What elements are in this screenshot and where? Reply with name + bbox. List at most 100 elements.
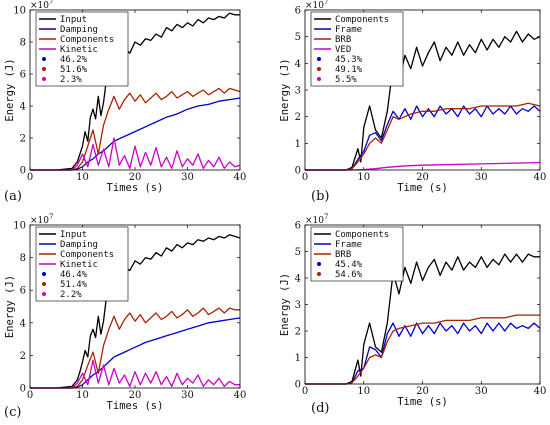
- series-line-components: [305, 30, 541, 171]
- legend-label: 46.4%: [60, 270, 88, 280]
- panel-label: (d): [311, 401, 329, 416]
- x-tick-label: 0: [302, 386, 308, 397]
- chart-panel-d: 0 10 20 30 40 0 1 2 3 4 5 6 ×107 Time (s) Energy (J) (d…: [279, 213, 546, 416]
- y-scale-exponent: 7: [324, 0, 328, 6]
- series-line-components: [305, 253, 540, 385]
- x-tick-label: 30: [181, 172, 194, 183]
- legend-label: 51.6%: [60, 65, 88, 75]
- y-scale-multiplier: ×107: [30, 0, 53, 11]
- legend-label: BRB: [335, 250, 351, 260]
- series-line-components: [30, 307, 240, 389]
- series-line-components: [30, 87, 241, 171]
- legend-dot-swatch: [42, 57, 46, 61]
- x-tick-label: 40: [234, 172, 247, 183]
- legend-label: Components: [60, 250, 114, 260]
- series-line-kinetic: [30, 359, 240, 389]
- chart-panel-b: 0 10 20 30 40 0 1 2 3 4 5 6 ×107 Time (s) Energy (J) (b…: [279, 0, 546, 204]
- legend-label: Components: [60, 35, 114, 45]
- x-tick-label: 30: [181, 390, 194, 401]
- y-tick-label: 6: [295, 6, 301, 17]
- legend-dot-swatch: [317, 57, 321, 61]
- y-tick-label: 4: [295, 59, 301, 70]
- legend-label: Input: [60, 15, 87, 25]
- x-tick-label: 0: [302, 172, 308, 183]
- legend-label: Damping: [60, 240, 98, 250]
- x-tick-label: 40: [534, 172, 547, 183]
- y-tick-label: 8: [20, 253, 26, 264]
- legend-dot-swatch: [42, 292, 46, 296]
- legend-label: Components: [335, 230, 389, 240]
- chart-panel-c: 0 10 20 30 40 0 2 4 6 8 10 ×107 Times (s) Energy (J) (…: [4, 213, 246, 420]
- y-tick-label: 2: [295, 112, 301, 123]
- x-tick-label: 10: [357, 386, 370, 397]
- y-tick-label: 5: [295, 32, 301, 43]
- legend-label: 46.2%: [60, 55, 88, 65]
- y-axis-label: Energy (J): [279, 273, 291, 336]
- y-axis-label: Energy (J): [4, 275, 16, 338]
- x-tick-label: 10: [357, 172, 370, 183]
- y-scale-multiplier: ×107: [305, 0, 328, 11]
- y-scale-multiplier: ×107: [305, 213, 328, 226]
- series-line-brb: [305, 314, 540, 385]
- y-tick-label: 4: [295, 274, 301, 285]
- y-tick-label: 5: [295, 247, 301, 258]
- x-tick-label: 0: [27, 390, 33, 401]
- legend-label: 45.4%: [335, 260, 363, 270]
- y-tick-label: 0: [20, 384, 26, 395]
- y-tick-label: 10: [13, 6, 26, 17]
- legend-label: 54.6%: [335, 270, 363, 280]
- series-line-damping: [30, 317, 241, 389]
- x-axis-label: Times (s): [107, 182, 164, 194]
- panel-label: (a): [4, 189, 22, 204]
- legend-label: 49.1%: [335, 65, 363, 75]
- y-tick-label: 0: [295, 166, 301, 177]
- y-scale-exponent: 7: [324, 213, 328, 221]
- x-tick-label: 30: [475, 172, 488, 183]
- legend-dot-swatch: [317, 67, 321, 71]
- legend-label: Input: [60, 230, 87, 240]
- y-tick-label: 0: [20, 166, 26, 177]
- y-axis-label: Energy (J): [279, 58, 291, 121]
- legend-label: Kinetic: [60, 45, 98, 55]
- series-line-brb: [305, 102, 541, 171]
- panel-label: (c): [4, 405, 21, 420]
- legend-dot-swatch: [42, 77, 46, 81]
- x-tick-label: 20: [416, 172, 429, 183]
- series-line-input: [30, 12, 240, 171]
- y-tick-label: 6: [295, 221, 301, 232]
- x-tick-label: 20: [129, 390, 142, 401]
- legend-label: 2.2%: [60, 290, 82, 300]
- panel-label: (b): [311, 189, 329, 204]
- series-line-frame: [305, 322, 541, 385]
- x-axis-label: Time (s): [397, 182, 448, 194]
- x-tick-label: 20: [416, 386, 429, 397]
- y-tick-label: 2: [20, 134, 26, 145]
- y-scale-multiplier: ×107: [30, 213, 53, 226]
- series-line-frame: [305, 105, 541, 171]
- legend: InputDampingComponentsKinetic46.2%51.6%2…: [35, 11, 129, 87]
- x-tick-label: 40: [534, 386, 547, 397]
- legend-dot-swatch: [317, 262, 321, 266]
- legend-label: 51.4%: [60, 280, 88, 290]
- legend-label: 45.3%: [335, 55, 363, 65]
- legend-label: Frame: [335, 240, 362, 250]
- legend-label: VED: [335, 45, 351, 55]
- series-line-input: [30, 234, 241, 389]
- y-tick-label: 10: [13, 221, 26, 232]
- legend: InputDampingComponentsKinetic46.4%51.4%2…: [35, 226, 129, 302]
- y-tick-label: 8: [20, 38, 26, 49]
- legend-label: BRB: [335, 35, 351, 45]
- legend-label: Components: [335, 15, 389, 25]
- y-tick-label: 4: [20, 318, 26, 329]
- y-tick-label: 4: [20, 102, 26, 113]
- legend-label: Frame: [335, 25, 362, 35]
- legend-dot-swatch: [42, 282, 46, 286]
- chart-panel-a: 0 10 20 30 40 0 2 4 6 8 10 ×107 Times (s) Energy (J) (…: [4, 0, 246, 204]
- y-scale-exponent: 7: [49, 0, 53, 6]
- x-axis-label: Times (s): [107, 400, 164, 412]
- series-line-damping: [30, 97, 241, 171]
- y-axis-label: Energy (J): [4, 58, 16, 121]
- y-tick-label: 1: [295, 353, 301, 364]
